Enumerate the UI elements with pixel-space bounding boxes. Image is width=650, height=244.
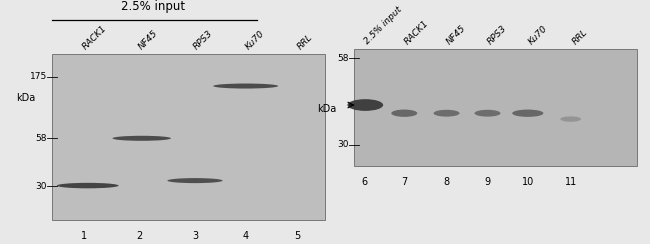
FancyBboxPatch shape bbox=[354, 49, 637, 166]
Text: Ku70: Ku70 bbox=[526, 24, 549, 46]
Ellipse shape bbox=[213, 83, 278, 89]
Text: NF45: NF45 bbox=[136, 28, 159, 51]
Ellipse shape bbox=[168, 178, 222, 183]
Text: 4: 4 bbox=[242, 231, 249, 241]
Ellipse shape bbox=[391, 110, 417, 117]
Ellipse shape bbox=[112, 136, 171, 141]
Text: RPS3: RPS3 bbox=[486, 24, 509, 46]
Text: 9: 9 bbox=[484, 177, 491, 187]
Text: RRL: RRL bbox=[571, 28, 590, 46]
Text: 1: 1 bbox=[81, 231, 88, 241]
Text: kDa: kDa bbox=[317, 104, 336, 113]
Text: 2.5% input: 2.5% input bbox=[121, 0, 185, 13]
Text: 2.5% input: 2.5% input bbox=[363, 5, 404, 46]
Ellipse shape bbox=[434, 110, 460, 117]
Text: 58: 58 bbox=[337, 54, 349, 63]
Text: NF45: NF45 bbox=[445, 23, 468, 46]
Text: 175: 175 bbox=[29, 72, 47, 81]
FancyBboxPatch shape bbox=[52, 54, 325, 220]
Text: 7: 7 bbox=[401, 177, 408, 187]
Text: 30: 30 bbox=[337, 140, 349, 149]
Text: 5: 5 bbox=[294, 231, 301, 241]
Text: 8: 8 bbox=[443, 177, 450, 187]
Text: 11: 11 bbox=[565, 177, 577, 187]
Text: kDa: kDa bbox=[16, 93, 36, 102]
Ellipse shape bbox=[347, 99, 384, 111]
Text: 2: 2 bbox=[136, 231, 143, 241]
Text: Ku70: Ku70 bbox=[244, 29, 266, 51]
Ellipse shape bbox=[560, 116, 581, 122]
Text: 30: 30 bbox=[35, 182, 47, 191]
Text: RPS3: RPS3 bbox=[192, 29, 215, 51]
Ellipse shape bbox=[474, 110, 500, 117]
Text: 3: 3 bbox=[192, 231, 198, 241]
Text: 6: 6 bbox=[361, 177, 367, 187]
Ellipse shape bbox=[57, 183, 118, 188]
Text: RACK1: RACK1 bbox=[81, 23, 109, 51]
Ellipse shape bbox=[512, 110, 543, 117]
Text: 10: 10 bbox=[522, 177, 534, 187]
Text: RACK1: RACK1 bbox=[403, 19, 431, 46]
Text: 58: 58 bbox=[35, 134, 47, 143]
Text: RRL: RRL bbox=[296, 32, 315, 51]
